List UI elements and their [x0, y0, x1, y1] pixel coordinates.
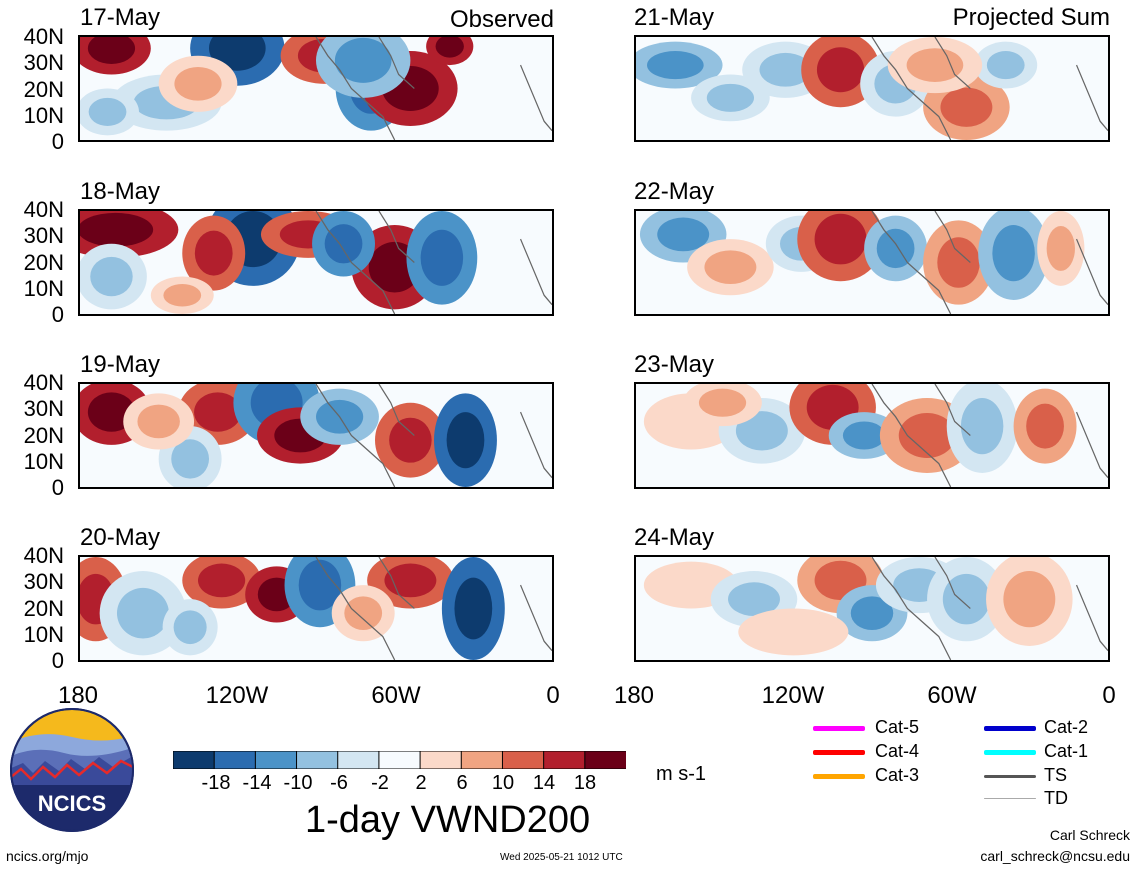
colorbar-swatch [213, 750, 257, 770]
footer-url: ncics.org/mjo [6, 848, 89, 864]
legend-label: TS [1044, 765, 1068, 785]
panel-date-label: 20-May [80, 524, 161, 551]
colorbar-label: -2 [371, 772, 389, 794]
x-tick: 120W [761, 682, 825, 709]
panel-date-label: 17-May [80, 4, 161, 31]
map-panel-projected-3 [634, 382, 1110, 489]
footer-email: carl_schreck@ncsu.edu [980, 848, 1130, 864]
y-tick: 0 [51, 475, 64, 500]
y-tick: 0 [51, 302, 64, 327]
y-tick: 30N [23, 50, 64, 75]
y-tick: 20N [23, 596, 64, 621]
colorbar-label: 10 [491, 772, 515, 794]
y-tick: 40N [23, 24, 64, 49]
legend-swatch [984, 798, 1036, 799]
panel-date-label: 19-May [80, 351, 161, 378]
x-tick: 60W [927, 682, 977, 709]
panel-date-label: 23-May [634, 351, 715, 378]
y-tick: 40N [23, 370, 64, 395]
colorbar-label: 14 [532, 772, 556, 794]
y-tick: 40N [23, 543, 64, 568]
colorbar-label: -6 [330, 772, 348, 794]
panel-date-label: 24-May [634, 524, 715, 551]
panel-date-label: 21-May [634, 4, 715, 31]
x-tick: 0 [1102, 682, 1116, 709]
legend-label: Cat-4 [875, 741, 920, 761]
legend-swatch [813, 750, 865, 755]
x-tick: 60W [371, 682, 421, 709]
legend-label: TD [1044, 788, 1068, 808]
footer-timestamp: Wed 2025-05-21 1012 UTC [500, 852, 623, 863]
map-panel-projected-1 [634, 35, 1110, 142]
y-tick: 10N [23, 622, 64, 647]
colorbar-swatch [337, 750, 380, 770]
legend-swatch [984, 726, 1036, 731]
chart-title: 1-day VWND200 [305, 799, 591, 841]
y-tick: 20N [23, 250, 64, 275]
y-tick: 30N [23, 569, 64, 594]
colorbar [172, 750, 628, 770]
y-tick: 20N [23, 77, 64, 102]
map-panel-projected-2 [634, 209, 1110, 316]
footer-author: Carl Schreck [1049, 827, 1130, 843]
colorbar-swatch [543, 750, 586, 770]
legend-label: Cat-5 [875, 717, 920, 737]
colorbar-swatch [254, 750, 298, 770]
x-tick: 0 [546, 682, 560, 709]
y-tick: 10N [23, 276, 64, 301]
legend-label: Cat-1 [1044, 741, 1089, 761]
legend-swatch [813, 774, 865, 779]
colorbar-units: m s-1 [656, 763, 706, 785]
y-tick: 30N [23, 396, 64, 421]
colorbar-label: -10 [283, 772, 313, 794]
legend-label: Cat-2 [1044, 717, 1089, 737]
map-panel-observed-1 [78, 35, 554, 142]
legend-swatch [984, 750, 1036, 755]
colorbar-swatch [419, 750, 463, 770]
observed-label: Observed [449, 6, 554, 33]
x-tick: 180 [613, 682, 655, 709]
y-tick: 0 [51, 648, 64, 673]
colorbar-swatch [296, 750, 339, 770]
colorbar-label: 6 [456, 772, 468, 794]
panel-date-label: 18-May [80, 178, 161, 205]
colorbar-label: -18 [201, 772, 231, 794]
y-tick: 40N [23, 197, 64, 222]
colorbar-swatch [378, 750, 422, 770]
x-tick: 120W [205, 682, 269, 709]
panel-date-label: 22-May [634, 178, 715, 205]
map-panel-observed-2 [78, 209, 554, 316]
y-tick: 20N [23, 423, 64, 448]
colorbar-swatch [501, 750, 545, 770]
colorbar-swatch [172, 750, 216, 770]
colorbar-label: 2 [415, 772, 427, 794]
y-tick: 10N [23, 449, 64, 474]
colorbar-label: -14 [242, 772, 272, 794]
x-tick: 180 [57, 682, 99, 709]
map-panel-observed-3 [78, 382, 554, 489]
ncics-logo: NCICS [9, 707, 135, 833]
colorbar-swatch [460, 750, 504, 770]
y-tick: 0 [51, 129, 64, 154]
projected-label: Projected Sum [952, 4, 1110, 31]
colorbar-swatch [584, 750, 628, 770]
legend-swatch [984, 775, 1036, 778]
logo-text: NCICS [38, 791, 106, 816]
map-panel-observed-4 [78, 555, 554, 662]
y-tick: 10N [23, 103, 64, 128]
legend-label: Cat-3 [875, 765, 920, 785]
colorbar-label: 18 [573, 772, 597, 794]
y-tick: 30N [23, 223, 64, 248]
legend-swatch [813, 726, 865, 731]
map-panel-projected-4 [634, 555, 1110, 662]
